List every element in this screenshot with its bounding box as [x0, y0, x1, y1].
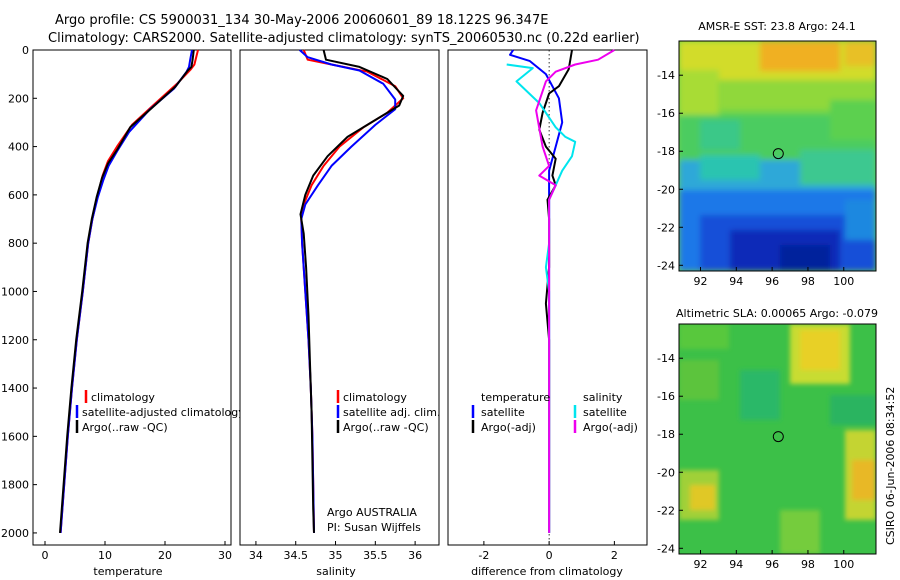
- difference-legend: temperature satellite Argo(-adj) salinit…: [471, 391, 638, 434]
- argo-float-location-marker: [772, 431, 784, 443]
- salinity-x-tick-label: 36: [408, 549, 422, 562]
- latitude-tick-label: -20: [657, 466, 675, 479]
- legend-heading-salinity: salinity: [583, 391, 623, 404]
- salinity-xlabel: salinity: [316, 565, 356, 578]
- sst-map-field: [679, 41, 876, 271]
- latitude-tick-label: -24: [657, 259, 675, 272]
- temperature-x-tick-label: 20: [158, 549, 172, 562]
- latitude-tick-label: -16: [657, 107, 675, 120]
- series-line-salinity-argo-adj: [535, 49, 615, 533]
- latitude-tick-label: -14: [657, 69, 675, 82]
- longitude-tick-label: 100: [833, 558, 854, 571]
- depth-tick-label: 1400: [1, 382, 29, 395]
- salinity-x-axis: 34 34.5 35 35.5 36: [249, 541, 422, 562]
- series-line-argo-raw-qc: [299, 49, 405, 533]
- latitude-tick-label: -22: [657, 504, 675, 517]
- latitude-tick-label: -14: [657, 352, 675, 365]
- depth-tick-label: 1600: [1, 430, 29, 443]
- legend-label-satellite-adjusted: satellite-adjusted climatology: [82, 406, 245, 419]
- longitude-tick-label: 94: [729, 275, 743, 288]
- difference-xlabel: difference from climatology: [471, 565, 623, 578]
- longitude-tick-label: 96: [765, 275, 779, 288]
- difference-x-tick-label: 2: [611, 549, 618, 562]
- salinity-series: [299, 49, 405, 533]
- longitude-tick-label: 98: [801, 275, 815, 288]
- sla-map-field: [679, 324, 876, 554]
- legend-heading-temperature: temperature: [481, 391, 550, 404]
- depth-tick-label: 0: [22, 44, 29, 57]
- salinity-x-tick-label: 35: [329, 549, 343, 562]
- salinity-x-tick-label: 34: [249, 549, 263, 562]
- temperature-x-axis: 0 10 20 30: [42, 541, 232, 562]
- legend-label-climatology: climatology: [91, 391, 155, 404]
- latitude-tick-label: -18: [657, 145, 675, 158]
- latitude-tick-label: -22: [657, 221, 675, 234]
- salinity-panel: 34 34.5 35 35.5 36 salinity climatology sate…: [239, 49, 440, 578]
- sla-map-axes: 92 94 96 98 100 -14 -16 -18 -20 -22 -24: [657, 352, 854, 571]
- depth-tick-label: 1000: [1, 285, 29, 298]
- salinity-axes-frame: [239, 49, 440, 546]
- sst-map-panel: AMSR-E SST: 23.8 Argo: 24.1: [657, 20, 877, 288]
- depth-tick-label: 1200: [1, 334, 29, 347]
- salinity-x-tick-label: 34.5: [283, 549, 308, 562]
- difference-axes-frame: [447, 49, 648, 546]
- salinity-legend: climatology satellite adj. clim. Argo(..…: [336, 390, 440, 434]
- legend-label-temp-argo: Argo(-adj): [481, 421, 536, 434]
- longitude-tick-label: 94: [729, 558, 743, 571]
- depth-tick-label: 1800: [1, 479, 29, 492]
- legend-label-temp-satellite: satellite: [481, 406, 525, 419]
- difference-x-tick-label: -2: [478, 549, 489, 562]
- sst-map-title: AMSR-E SST: 23.8 Argo: 24.1: [698, 20, 856, 33]
- difference-x-tick-label: 0: [546, 549, 553, 562]
- sst-map-axes: 92 94 96 98 100 -14 -16 -18 -20 -22 -24: [657, 69, 854, 288]
- temperature-x-tick-label: 10: [98, 549, 112, 562]
- salinity-x-tick-label: 35.5: [363, 549, 388, 562]
- depth-tick-label: 400: [8, 141, 29, 154]
- sla-map-panel: Altimetric SLA: 0.00065 Argo: -0.079 92 9…: [657, 307, 878, 571]
- figure-title-line1: Argo profile: CS 5900031_134 30-May-2006…: [55, 13, 548, 28]
- argo-pi-annotation: PI: Susan Wijffels: [327, 521, 421, 534]
- longitude-tick-label: 92: [693, 275, 707, 288]
- longitude-tick-label: 100: [833, 275, 854, 288]
- difference-series: [506, 49, 615, 533]
- longitude-tick-label: 92: [693, 558, 707, 571]
- legend-label-climatology: climatology: [343, 391, 407, 404]
- sla-map-title: Altimetric SLA: 0.00065 Argo: -0.079: [676, 307, 878, 320]
- latitude-tick-label: -18: [657, 428, 675, 441]
- temperature-series: [59, 49, 199, 533]
- temperature-x-tick-label: 30: [218, 549, 232, 562]
- longitude-tick-label: 96: [765, 558, 779, 571]
- legend-label-satellite-adj: satellite adj. clim.: [343, 406, 440, 419]
- temperature-legend: climatology satellite-adjusted climatolo…: [75, 390, 245, 434]
- depth-tick-label: 600: [8, 189, 29, 202]
- depth-axis: 0 200 400 600 800 1000 1200 1400 1600 1800 2000: [1, 44, 37, 540]
- latitude-tick-label: -24: [657, 542, 675, 555]
- difference-x-axis: -2 0 2: [478, 541, 618, 562]
- timestamp-side-label: CSIRO 06-Jun-2006 08:34:52: [884, 387, 897, 545]
- legend-label-argo: Argo(..raw -QC): [82, 421, 168, 434]
- argo-float-location-marker: [772, 148, 784, 160]
- legend-label-sal-argo: Argo(-adj): [583, 421, 638, 434]
- depth-tick-label: 200: [8, 92, 29, 105]
- series-line-argo-raw-qc: [59, 49, 195, 533]
- argo-owner-annotation: Argo AUSTRALIA: [327, 506, 417, 519]
- temperature-xlabel: temperature: [93, 565, 162, 578]
- longitude-tick-label: 98: [801, 558, 815, 571]
- difference-panel: -2 0 2 difference from climatology tempera…: [447, 49, 648, 578]
- figure-title-line2: Climatology: CARS2000. Satellite-adjuste…: [48, 31, 640, 46]
- latitude-tick-label: -16: [657, 390, 675, 403]
- temperature-x-tick-label: 0: [42, 549, 49, 562]
- legend-label-argo: Argo(..raw -QC): [343, 421, 429, 434]
- temperature-panel: 0 200 400 600 800 1000 1200 1400 1600 1800 2000 0 1…: [1, 44, 245, 578]
- latitude-tick-label: -20: [657, 183, 675, 196]
- depth-tick-label: 2000: [1, 527, 29, 540]
- depth-tick-label: 800: [8, 237, 29, 250]
- legend-label-sal-satellite: satellite: [583, 406, 627, 419]
